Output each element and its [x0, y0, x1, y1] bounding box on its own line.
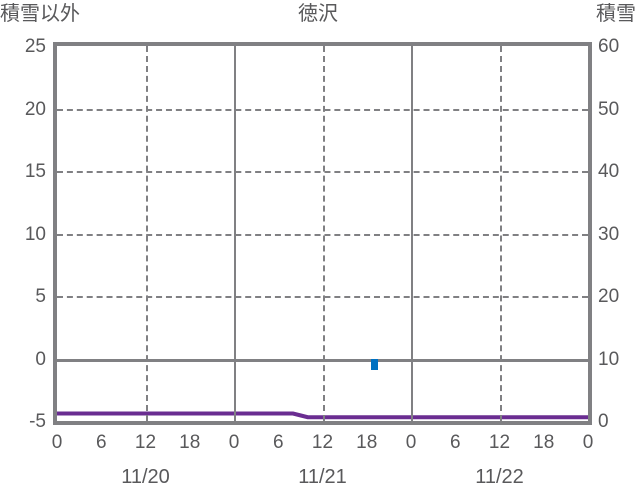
plot-area [53, 42, 592, 425]
right-axis-tick-label: 50 [598, 98, 620, 120]
series-layer [57, 46, 588, 421]
left-axis-tick-label: 20 [24, 98, 46, 120]
right-axis-tick-label: 40 [598, 161, 620, 182]
day-boundary-gridline [411, 46, 413, 421]
right-axis-tick-label: 10 [598, 348, 620, 370]
left-axis-tick-label: 10 [24, 223, 46, 245]
x-axis-tick-label: 0 [582, 432, 594, 453]
left-axis-tick-label: -5 [29, 411, 46, 432]
day-boundary-gridline [234, 46, 236, 421]
left-axis-title: 積雪以外 [0, 3, 80, 25]
right-axis-tick-label: 30 [598, 223, 620, 245]
plot-inner [57, 46, 588, 421]
x-axis-tick-label: 6 [95, 432, 107, 453]
left-axis-tick-label: 0 [35, 348, 46, 370]
x-axis-tick-label: 12 [488, 432, 511, 453]
snow-depth-line [57, 414, 588, 418]
x-axis-tick-label: 0 [51, 432, 63, 453]
x-axis-tick-label: 18 [533, 432, 555, 453]
vertical-gridline [145, 46, 148, 421]
right-axis-title: 積雪 [596, 3, 636, 25]
x-axis-tick-label: 0 [405, 432, 417, 453]
vertical-gridline [499, 46, 502, 421]
x-axis-date-label: 11/21 [298, 466, 347, 488]
x-axis-tick-label: 6 [449, 432, 461, 453]
x-axis-tick-label: 12 [311, 432, 334, 453]
left-axis-tick-label: 5 [35, 286, 46, 307]
x-axis-tick-label: 18 [179, 432, 201, 453]
right-axis-tick-label: 60 [598, 36, 620, 57]
x-axis-tick-label: 18 [356, 432, 378, 453]
left-axis-tick-label: 25 [24, 36, 46, 57]
x-axis-date-label: 11/20 [121, 466, 170, 488]
right-axis-tick-label: 20 [598, 286, 620, 307]
vertical-gridline [322, 46, 325, 421]
right-axis-tick-label: 0 [598, 411, 609, 432]
x-axis-tick-label: 12 [134, 432, 157, 453]
left-axis-tick-label: 15 [24, 161, 46, 182]
x-axis-tick-label: 6 [272, 432, 284, 453]
chart-title: 徳沢 [298, 3, 338, 25]
x-axis-date-label: 11/22 [475, 466, 524, 488]
x-axis-tick-label: 0 [228, 432, 240, 453]
precipitation-bar [370, 358, 378, 370]
